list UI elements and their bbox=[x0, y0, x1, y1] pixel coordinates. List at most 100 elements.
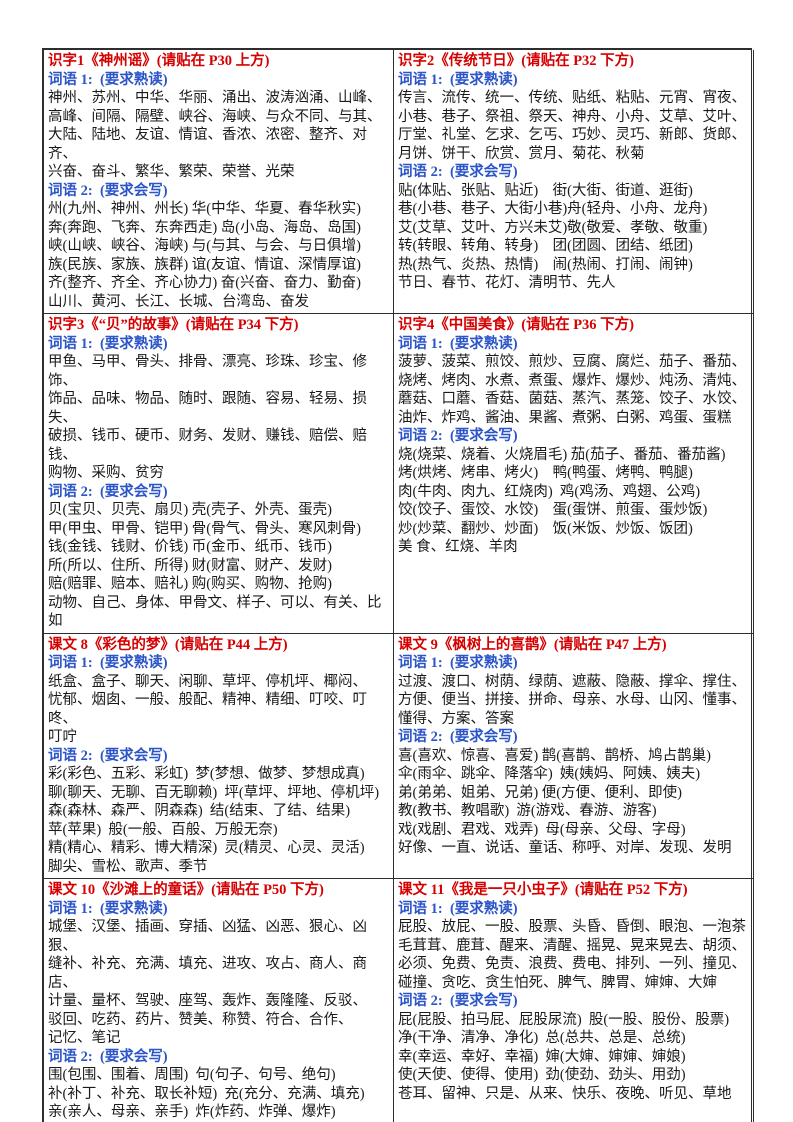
word-line: 山川、黄河、长江、长城、台湾岛、奋发 bbox=[48, 293, 309, 310]
section-label: 词语 1: (要求熟读) bbox=[48, 71, 168, 88]
lesson-title: 识字1《神州谣》(请贴在 P30 上方) bbox=[48, 53, 270, 69]
word-line: 弟(弟弟、姐弟、兄弟) 便(方便、便利、即使) bbox=[398, 784, 682, 801]
word-line: 纸盒、盒子、聊天、闲聊、草坪、停机坪、椰闷、 bbox=[48, 673, 367, 690]
word-line: 精(精心、精彩、博大精深) 灵(精灵、心灵、灵活) bbox=[48, 840, 365, 856]
word-line: 美 食、红烧、羊肉 bbox=[398, 539, 518, 555]
lesson-title: 识字3《“贝”的故事》(请贴在 P34 下方) bbox=[48, 317, 299, 333]
word-line: 峡(山峡、峡谷、海峡) 与(与其、与会、与日俱增) bbox=[48, 238, 361, 254]
word-line: 州(九州、神州、州长) 华(中华、华夏、春华秋实) bbox=[48, 201, 361, 217]
word-line: 破损、钱币、硬币、财务、发财、赚钱、赔偿、赔钱、 bbox=[48, 428, 367, 463]
word-line: 齐(整齐、齐全、齐心协力) 奋(兴奋、奋力、勤奋) bbox=[48, 275, 361, 291]
word-line: 饺(饺子、蛋饺、水饺) 蛋(蛋饼、煎蛋、蛋炒饭) bbox=[398, 502, 708, 518]
word-line: 贝(宝贝、贝壳、扇贝) 壳(壳子、外壳、蛋壳) bbox=[48, 502, 332, 518]
word-line: 小巷、巷子、祭祖、祭天、神舟、小舟、艾草、艾叶、 bbox=[398, 108, 746, 125]
section-label: 词语 1: (要求熟读) bbox=[48, 335, 168, 352]
vocab-cell: 识字2《传统节日》(请贴在 P32 下方) 词语 1: (要求熟读) 传言、流传、统… bbox=[394, 50, 754, 314]
vocab-cell: 识字3《“贝”的故事》(请贴在 P34 下方) 词语 1: (要求熟读) 甲鱼、马甲… bbox=[44, 314, 394, 634]
lesson-title: 识字2《传统节日》(请贴在 P32 下方) bbox=[398, 53, 635, 69]
word-line: 月饼、饼干、欣赏、赏月、菊花、秋菊 bbox=[398, 145, 645, 162]
word-line: 方便、便当、拼接、拼命、母亲、水母、山冈、懂事、 bbox=[398, 692, 746, 708]
vocab-cell: 课文 9《枫树上的喜鹊》(请贴在 P47 上方) 词语 1: (要求熟读) 过渡、渡… bbox=[394, 633, 754, 879]
lesson-title: 课文 10《沙滩上的童话》(请贴在 P50 下方) bbox=[48, 882, 324, 898]
word-line: 净(干净、清净、净化) 总(总共、总是、总统) bbox=[398, 1030, 686, 1046]
word-line: 苹(苹果) 般(一般、百般、万般无奈) bbox=[48, 821, 278, 838]
word-line: 屁股、放屁、一股、股票、头昏、昏倒、眼泡、一泡茶 bbox=[398, 919, 746, 935]
word-line: 甲(甲虫、甲骨、铠甲) 骨(骨气、骨头、寒风刺骨) bbox=[48, 520, 361, 537]
word-line: 厅堂、礼堂、乞求、乞丐、巧妙、灵巧、新郎、货郎、 bbox=[398, 127, 746, 143]
word-line: 炒(炒菜、翻炒、炒面) 饭(米饭、炒饭、饭团) bbox=[398, 520, 693, 537]
word-line: 屁(屁股、拍马屁、屁股尿流) 股(一股、股份、股票) bbox=[398, 1011, 730, 1028]
vocabulary-table: 识字1《神州谣》(请贴在 P30 上方) 词语 1: (要求熟读) 神州、苏州、中华… bbox=[42, 48, 754, 1122]
word-line: 族(民族、家族、族群) 谊(友谊、情谊、深情厚谊) bbox=[48, 256, 361, 273]
section-label: 词语 2: (要求会写) bbox=[48, 182, 168, 199]
word-line: 烧(烧菜、烧着、火烧眉毛) 茄(茄子、番茄、番茄酱) bbox=[398, 446, 726, 463]
word-line: 大陆、陆地、友谊、情谊、香浓、浓密、整齐、对齐、 bbox=[48, 127, 367, 162]
word-line: 传言、流传、统一、传统、贴纸、粘贴、元宵、宵夜、 bbox=[398, 90, 746, 106]
word-line: 驳回、吃药、药片、赞美、称赞、符合、合作、 bbox=[48, 1011, 353, 1028]
lesson-title: 识字4《中国美食》(请贴在 P36 下方) bbox=[398, 317, 635, 333]
word-line: 叮咛 bbox=[48, 729, 77, 745]
word-line: 好像、一直、说话、童话、称呼、对岸、发现、发明 bbox=[398, 840, 732, 856]
section-label: 词语 1: (要求熟读) bbox=[48, 655, 168, 671]
word-line: 围(包围、围着、周围) 句(句子、句号、绝句) bbox=[48, 1067, 336, 1083]
word-line: 教(教书、教唱歌) 游(游戏、春游、游客) bbox=[398, 803, 657, 819]
word-line: 彩(彩色、五彩、彩虹) 梦(梦想、做梦、梦想成真) bbox=[48, 766, 365, 782]
lesson-title: 课文 11《我是一只小虫子》(请贴在 P52 下方) bbox=[398, 882, 688, 898]
word-line: 高峰、间隔、隔壁、峡谷、海峡、与众不同、与其、 bbox=[48, 108, 382, 125]
word-line: 赔(赔罪、赔本、赔礼) 购(购买、购物、抢购) bbox=[48, 576, 332, 592]
word-line: 计量、量杯、驾驶、座驾、轰炸、轰隆隆、反驳、 bbox=[48, 993, 367, 1009]
section-label: 词语 2: (要求会写) bbox=[398, 428, 518, 444]
vocab-cell: 识字4《中国美食》(请贴在 P36 下方) 词语 1: (要求熟读) 菠萝、菠菜、煎… bbox=[394, 314, 754, 634]
word-line: 伞(雨伞、跳伞、降落伞) 姨(姨妈、阿姨、姨夫) bbox=[398, 766, 701, 782]
section-label: 词语 2: (要求会写) bbox=[398, 164, 518, 180]
word-line: 烧烤、烤肉、水煮、煮蛋、爆炸、爆炒、炖汤、清炖、 bbox=[398, 372, 746, 389]
section-label: 词语 2: (要求会写) bbox=[48, 747, 168, 764]
vocab-cell: 课文 8《彩色的梦》(请贴在 P44 上方) 词语 1: (要求熟读) 纸盒、盒子、… bbox=[44, 633, 394, 879]
word-line: 城堡、汉堡、插画、穿插、凶猛、凶恶、狠心、凶狠、 bbox=[48, 919, 367, 954]
word-line: 聊(聊天、无聊、百无聊赖) 坪(草坪、坪地、停机坪) bbox=[48, 784, 380, 801]
word-line: 巷(小巷、巷子、大街小巷)舟(轻舟、小舟、龙舟) bbox=[398, 201, 708, 217]
word-line: 毛茸茸、鹿茸、醒来、清醒、摇晃、晃来晃去、胡须、 bbox=[398, 937, 746, 954]
section-label: 词语 1: (要求熟读) bbox=[398, 71, 518, 88]
word-line: 懂得、方案、答案 bbox=[398, 710, 514, 727]
word-line: 奔(奔跑、飞奔、东奔西走) 岛(小岛、海岛、岛国) bbox=[48, 219, 361, 236]
word-line: 必须、免费、免责、浪费、费电、排列、一列、撞见、 bbox=[398, 956, 746, 972]
word-line: 亲(亲人、母亲、亲手) 炸(炸药、炸弹、爆炸) bbox=[48, 1104, 336, 1120]
word-line: 苍耳、留神、只是、从来、快乐、夜晚、听见、草地 bbox=[398, 1085, 732, 1102]
word-line: 烤(烘烤、烤串、烤火) 鸭(鸭蛋、烤鸭、鸭腿) bbox=[398, 465, 693, 481]
word-line: 热(热气、炎热、热情) 闹(热闹、打闹、闹钟) bbox=[398, 256, 693, 273]
word-line: 缝补、补充、充满、填充、进攻、攻占、商人、商店、 bbox=[48, 956, 367, 991]
word-line: 碰撞、贪吃、贪生怕死、脾气、脾胃、婶婶、大婶 bbox=[398, 974, 717, 991]
word-line: 转(转眼、转角、转身) 团(团圆、团结、纸团) bbox=[398, 238, 693, 254]
section-label: 词语 2: (要求会写) bbox=[48, 483, 168, 500]
word-line: 菠萝、菠菜、煎饺、煎炒、豆腐、腐烂、茄子、番茄、 bbox=[398, 354, 746, 370]
section-label: 词语 1: (要求熟读) bbox=[398, 655, 518, 671]
word-line: 动物、自己、身体、甲骨文、样子、可以、有关、比如 bbox=[48, 594, 382, 630]
word-line: 喜(喜欢、惊喜、喜爱) 鹊(喜鹊、鹊桥、鸠占鹊巢) bbox=[398, 747, 711, 764]
word-line: 艾(艾草、艾叶、方兴未艾)敬(敬爱、孝敬、敬重) bbox=[398, 219, 708, 236]
word-line: 脚尖、雪松、歌声、季节 bbox=[48, 858, 208, 875]
word-line: 戏(戏剧、君戏、戏弄) 母(母亲、父母、字母) bbox=[398, 821, 686, 838]
word-line: 饰品、品味、物品、随时、跟随、容易、轻易、损失、 bbox=[48, 391, 367, 426]
section-label: 词语 2: (要求会写) bbox=[398, 729, 518, 745]
word-line: 购物、采购、贫穷 bbox=[48, 465, 164, 481]
word-line: 油炸、炸鸡、酱油、果酱、煮粥、白粥、鸡蛋、蛋糕 bbox=[398, 409, 732, 426]
vocab-cell: 识字1《神州谣》(请贴在 P30 上方) 词语 1: (要求熟读) 神州、苏州、中华… bbox=[44, 50, 394, 314]
word-line: 甲鱼、马甲、骨头、排骨、漂亮、珍珠、珍宝、修饰、 bbox=[48, 354, 367, 389]
section-label: 词语 1: (要求熟读) bbox=[48, 900, 168, 917]
word-line: 兴奋、奋斗、繁华、繁荣、荣誉、光荣 bbox=[48, 164, 295, 180]
word-line: 使(天使、使得、使用) 劲(使劲、劲头、用劲) bbox=[398, 1067, 686, 1083]
word-line: 节日、春节、花灯、清明节、先人 bbox=[398, 275, 616, 291]
word-line: 贴(体贴、张贴、贴近) 街(大街、街道、逛街) bbox=[398, 182, 693, 199]
section-label: 词语 2: (要求会写) bbox=[48, 1048, 168, 1065]
word-line: 蘑菇、口蘑、香菇、菌菇、蒸汽、蒸笼、饺子、水饺、 bbox=[398, 391, 746, 407]
lesson-title: 课文 8《彩色的梦》(请贴在 P44 上方) bbox=[48, 636, 288, 653]
word-line: 所(所以、住所、所得) 财(财富、财产、发财) bbox=[48, 557, 332, 574]
lesson-title: 课文 9《枫树上的喜鹊》(请贴在 P47 上方) bbox=[398, 636, 667, 653]
word-line: 幸(幸运、幸好、幸福) 婶(大婶、婶婶、婶娘) bbox=[398, 1048, 686, 1065]
vocab-cell: 课文 10《沙滩上的童话》(请贴在 P50 下方) 词语 1: (要求熟读) 城堡、… bbox=[44, 879, 394, 1122]
word-line: 忧郁、烟囱、一般、般配、精神、精细、叮咬、叮咚、 bbox=[48, 692, 367, 727]
word-line: 记忆、笔记 bbox=[48, 1030, 121, 1046]
word-line: 过渡、渡口、树荫、绿荫、遮蔽、隐蔽、撑伞、撑住、 bbox=[398, 673, 746, 690]
